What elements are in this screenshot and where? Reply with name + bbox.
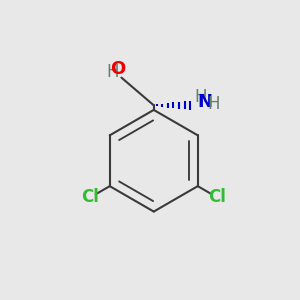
Text: Cl: Cl bbox=[208, 188, 226, 206]
Text: H: H bbox=[106, 63, 119, 81]
Text: H: H bbox=[208, 95, 220, 113]
Text: H: H bbox=[195, 88, 207, 106]
Text: N: N bbox=[197, 93, 212, 111]
Text: Cl: Cl bbox=[81, 188, 99, 206]
Text: O: O bbox=[110, 60, 126, 78]
